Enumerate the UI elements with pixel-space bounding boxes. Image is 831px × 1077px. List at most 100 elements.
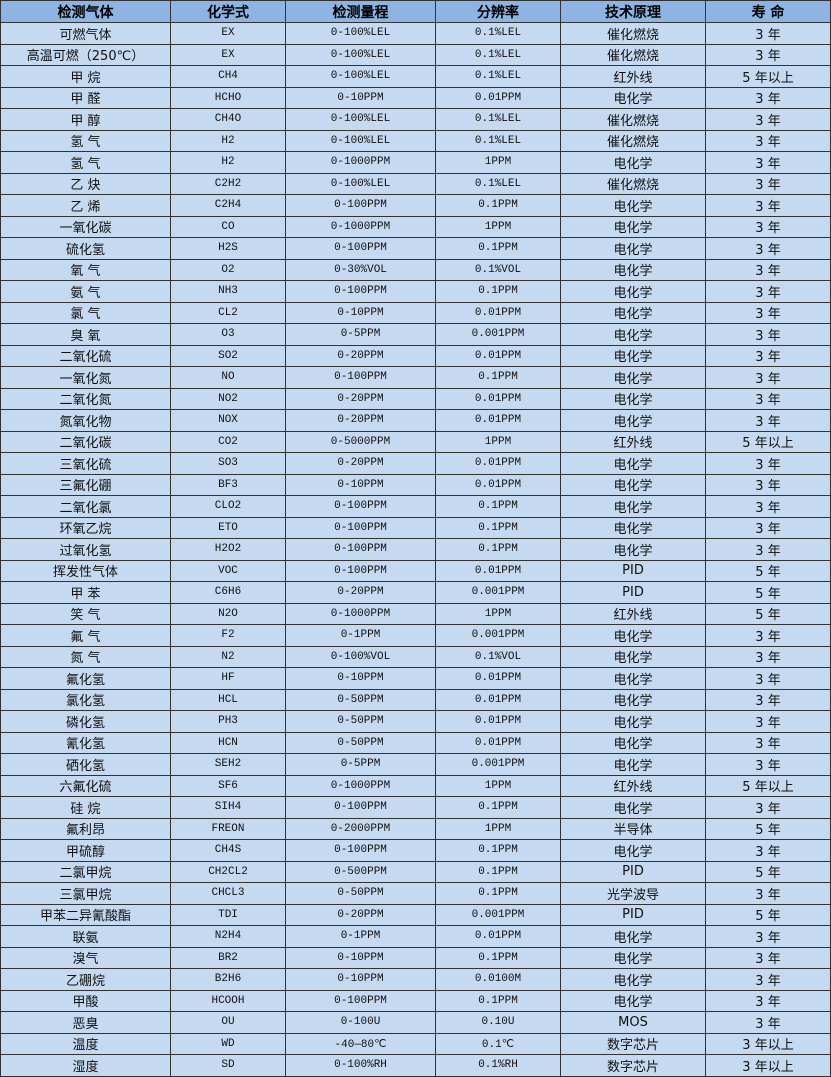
cell-formula: BR2 — [170, 946, 286, 969]
cell-gas: 氮氧化物 — [0, 409, 171, 432]
cell-lifetime: 3 年 — [705, 194, 831, 217]
cell-range: 0-20PPM — [285, 581, 436, 604]
cell-principle: 电化学 — [560, 753, 706, 776]
cell-gas: 联氨 — [0, 925, 171, 948]
cell-lifetime: 5 年以上 — [705, 65, 831, 88]
cell-resolution: 0.1PPM — [435, 495, 561, 518]
cell-gas: 溴气 — [0, 946, 171, 969]
cell-resolution: 0.01PPM — [435, 925, 561, 948]
cell-gas: 氮 气 — [0, 645, 171, 668]
cell-resolution: 0.1%RH — [435, 1054, 561, 1077]
cell-range: 0-5000PPM — [285, 430, 436, 453]
cell-principle: 催化燃烧 — [560, 108, 706, 131]
table-row: 乙 炔 C2H2 0-100%LEL 0.1%LEL 催化燃烧 3 年 — [0, 172, 831, 195]
cell-resolution: 0.0100M — [435, 968, 561, 991]
cell-gas: 甲硫醇 — [0, 839, 171, 862]
table-row: 联氨 N2H4 0-1PPM 0.01PPM 电化学 3 年 — [0, 925, 831, 948]
cell-gas: 甲苯二异氰酸酯 — [0, 903, 171, 926]
header-row: 检测气体 化学式 检测量程 分辨率 技术原理 寿 命 — [0, 0, 831, 23]
cell-gas: 二氧化氯 — [0, 495, 171, 518]
cell-formula: SEH2 — [170, 753, 286, 776]
cell-formula: F2 — [170, 624, 286, 647]
cell-gas: 甲 苯 — [0, 581, 171, 604]
cell-gas: 三氟化硼 — [0, 473, 171, 496]
cell-formula: SIH4 — [170, 796, 286, 819]
cell-gas: 氢 气 — [0, 129, 171, 152]
cell-gas: 氟化氢 — [0, 667, 171, 690]
cell-resolution: 0.001PPM — [435, 581, 561, 604]
cell-range: 0-100PPM — [285, 559, 436, 582]
cell-range: -40—80℃ — [285, 1032, 436, 1055]
cell-gas: 高温可燃（250℃） — [0, 43, 171, 66]
table-row: 二氧化碳 CO2 0-5000PPM 1PPM 红外线 5 年以上 — [0, 430, 831, 453]
cell-resolution: 0.1PPM — [435, 538, 561, 561]
cell-formula: VOC — [170, 559, 286, 582]
cell-resolution: 0.1PPM — [435, 882, 561, 905]
table-row: 氰化氢 HCN 0-50PPM 0.01PPM 电化学 3 年 — [0, 731, 831, 754]
table-body: 可燃气体 EX 0-100%LEL 0.1%LEL 催化燃烧 3 年高温可燃（250℃） E… — [0, 22, 831, 1077]
table-row: 氨 气 NH3 0-100PPM 0.1PPM 电化学 3 年 — [0, 280, 831, 303]
cell-principle: 光学波导 — [560, 882, 706, 905]
cell-gas: 乙 烯 — [0, 194, 171, 217]
cell-resolution: 0.1PPM — [435, 237, 561, 260]
cell-formula: CH4S — [170, 839, 286, 862]
cell-lifetime: 3 年 — [705, 516, 831, 539]
cell-gas: 氨 气 — [0, 280, 171, 303]
cell-resolution: 0.1%LEL — [435, 108, 561, 131]
cell-principle: 电化学 — [560, 409, 706, 432]
table-row: 臭 氧 O3 0-5PPM 0.001PPM 电化学 3 年 — [0, 323, 831, 346]
cell-resolution: 1PPM — [435, 774, 561, 797]
cell-range: 0-1000PPM — [285, 602, 436, 625]
cell-resolution: 0.01PPM — [435, 731, 561, 754]
cell-lifetime: 5 年 — [705, 581, 831, 604]
cell-lifetime: 5 年 — [705, 559, 831, 582]
cell-range: 0-1000PPM — [285, 151, 436, 174]
cell-principle: MOS — [560, 1011, 706, 1034]
cell-range: 0-100PPM — [285, 280, 436, 303]
table-row: 乙 烯 C2H4 0-100PPM 0.1PPM 电化学 3 年 — [0, 194, 831, 217]
table-row: 一氧化碳 CO 0-1000PPM 1PPM 电化学 3 年 — [0, 215, 831, 238]
cell-gas: 二氧化氮 — [0, 387, 171, 410]
cell-principle: 电化学 — [560, 323, 706, 346]
cell-lifetime: 3 年 — [705, 86, 831, 109]
table-row: 乙硼烷 B2H6 0-10PPM 0.0100M 电化学 3 年 — [0, 968, 831, 991]
cell-formula: ETO — [170, 516, 286, 539]
table-row: 氟利昂 FREON 0-2000PPM 1PPM 半导体 5 年 — [0, 817, 831, 840]
cell-principle: 电化学 — [560, 624, 706, 647]
cell-resolution: 0.1%LEL — [435, 22, 561, 45]
table-row: 氯 气 CL2 0-10PPM 0.01PPM 电化学 3 年 — [0, 301, 831, 324]
cell-resolution: 0.1%LEL — [435, 43, 561, 66]
cell-range: 0-100%LEL — [285, 65, 436, 88]
table-row: 三氯甲烷 CHCL3 0-50PPM 0.1PPM 光学波导 3 年 — [0, 882, 831, 905]
cell-lifetime: 3 年 — [705, 409, 831, 432]
cell-principle: 电化学 — [560, 925, 706, 948]
cell-range: 0-100%LEL — [285, 22, 436, 45]
cell-range: 0-100PPM — [285, 237, 436, 260]
header-formula: 化学式 — [170, 0, 286, 23]
cell-gas: 硒化氢 — [0, 753, 171, 776]
cell-lifetime: 3 年 — [705, 925, 831, 948]
cell-gas: 乙硼烷 — [0, 968, 171, 991]
cell-range: 0-10PPM — [285, 946, 436, 969]
cell-gas: 一氧化氮 — [0, 366, 171, 389]
cell-formula: SO2 — [170, 344, 286, 367]
cell-lifetime: 5 年 — [705, 903, 831, 926]
cell-range: 0-100PPM — [285, 194, 436, 217]
cell-lifetime: 3 年 — [705, 839, 831, 862]
cell-resolution: 0.01PPM — [435, 667, 561, 690]
cell-formula: C6H6 — [170, 581, 286, 604]
cell-lifetime: 3 年 — [705, 645, 831, 668]
header-lifetime: 寿 命 — [705, 0, 831, 23]
cell-principle: 催化燃烧 — [560, 22, 706, 45]
cell-principle: 催化燃烧 — [560, 129, 706, 152]
header-resolution: 分辨率 — [435, 0, 561, 23]
cell-formula: CO — [170, 215, 286, 238]
cell-gas: 恶臭 — [0, 1011, 171, 1034]
cell-range: 0-10PPM — [285, 473, 436, 496]
cell-gas: 三氯甲烷 — [0, 882, 171, 905]
cell-lifetime: 3 年以上 — [705, 1032, 831, 1055]
cell-lifetime: 3 年 — [705, 731, 831, 754]
cell-resolution: 1PPM — [435, 817, 561, 840]
cell-resolution: 0.1℃ — [435, 1032, 561, 1055]
